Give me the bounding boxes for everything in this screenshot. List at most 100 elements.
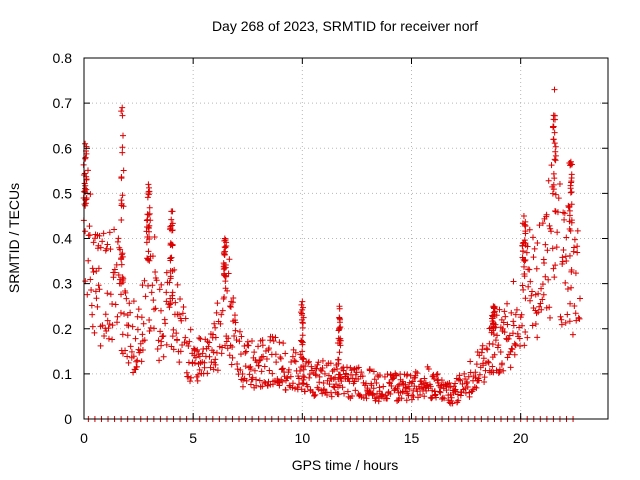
data-point	[454, 391, 461, 398]
data-point	[211, 320, 218, 327]
data-point	[222, 342, 229, 349]
data-point	[450, 383, 457, 390]
data-point	[125, 359, 132, 366]
data-point	[231, 332, 238, 339]
data-point	[220, 260, 227, 267]
data-point	[125, 322, 132, 329]
data-point	[379, 391, 386, 398]
data-point	[259, 383, 266, 390]
data-point	[543, 211, 550, 218]
data-point	[461, 370, 468, 377]
data-point	[566, 252, 573, 259]
data-point	[292, 358, 299, 365]
data-point	[352, 387, 359, 394]
data-point	[127, 309, 134, 316]
data-point	[366, 366, 373, 373]
data-point	[96, 286, 103, 293]
data-point	[521, 258, 528, 265]
data-point	[262, 347, 269, 354]
data-point	[336, 349, 343, 356]
data-point	[194, 346, 201, 353]
data-point-peak	[299, 298, 306, 305]
data-point	[167, 273, 174, 280]
data-point	[86, 231, 93, 238]
data-point	[206, 339, 213, 346]
data-point	[312, 391, 319, 398]
data-point	[335, 371, 342, 378]
data-point	[277, 355, 284, 362]
y-tick-label: 0.6	[53, 140, 73, 156]
data-point	[431, 375, 438, 382]
data-point	[373, 380, 380, 387]
data-point	[146, 204, 153, 211]
data-point	[91, 235, 98, 242]
data-point	[351, 366, 357, 373]
data-point	[455, 397, 462, 404]
data-point	[380, 383, 387, 390]
data-point	[500, 367, 507, 374]
data-point	[335, 391, 342, 398]
data-point	[327, 360, 334, 367]
data-point	[300, 366, 307, 373]
data-point	[187, 326, 194, 333]
data-point-peak	[490, 303, 497, 310]
data-point	[550, 265, 557, 272]
data-point	[88, 302, 95, 309]
data-point	[134, 326, 141, 333]
data-point	[533, 265, 540, 272]
data-point	[134, 313, 141, 320]
data-point	[548, 162, 555, 169]
data-point	[313, 365, 320, 372]
data-point	[359, 373, 366, 380]
data-point	[527, 297, 534, 304]
data-point	[221, 294, 228, 301]
data-point	[163, 341, 170, 348]
data-point	[489, 363, 496, 370]
data-point	[449, 400, 456, 407]
data-point	[306, 358, 313, 365]
data-point	[251, 367, 258, 374]
data-point	[522, 257, 529, 264]
data-point	[141, 337, 148, 344]
data-point	[223, 338, 230, 345]
data-point	[102, 311, 109, 318]
data-point	[371, 376, 378, 383]
data-point	[101, 333, 108, 340]
data-point	[173, 330, 180, 337]
data-point	[118, 255, 125, 262]
data-point	[387, 391, 394, 398]
data-point	[160, 332, 167, 339]
data-point	[88, 287, 95, 294]
data-point	[81, 201, 88, 208]
data-point	[218, 311, 225, 318]
data-point	[556, 180, 563, 187]
data-point	[502, 313, 509, 320]
data-point	[320, 380, 327, 387]
data-point-peak	[145, 181, 152, 188]
data-point	[298, 310, 305, 317]
data-point	[555, 195, 562, 202]
data-point	[441, 395, 448, 402]
data-point	[567, 189, 574, 196]
data-point	[319, 390, 326, 397]
data-point	[127, 343, 134, 350]
data-points	[80, 86, 583, 422]
data-point	[568, 171, 575, 178]
data-point	[256, 377, 263, 384]
data-point	[563, 234, 570, 241]
data-point	[289, 384, 296, 391]
data-point	[214, 300, 221, 307]
data-point	[139, 347, 146, 354]
data-point	[134, 357, 141, 364]
data-point	[512, 311, 519, 318]
data-point	[561, 216, 568, 223]
data-point	[510, 318, 517, 325]
data-point	[386, 380, 393, 387]
data-point	[188, 374, 195, 381]
data-point	[210, 366, 217, 373]
data-point	[485, 359, 492, 366]
data-point	[574, 249, 581, 256]
data-point	[162, 320, 169, 327]
data-point	[89, 323, 96, 330]
